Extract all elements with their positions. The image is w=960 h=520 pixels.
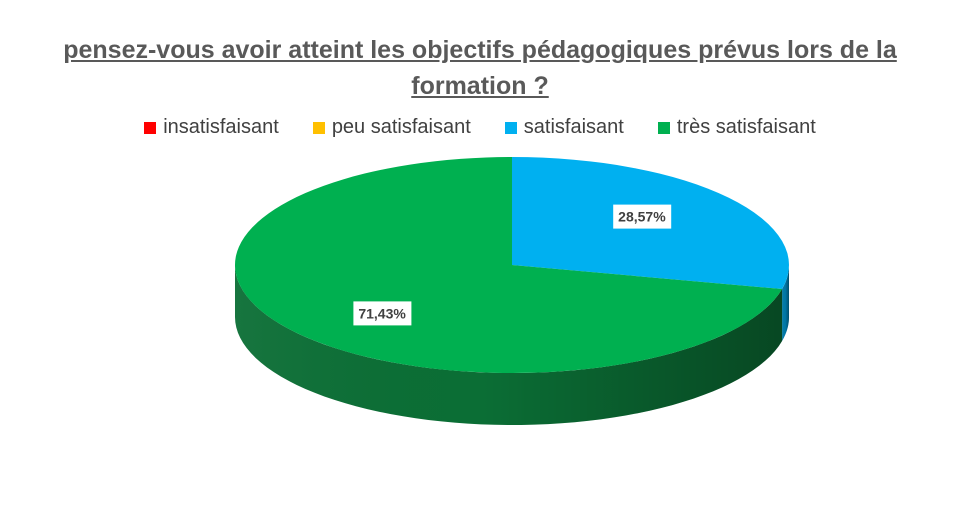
- data-label-text-satisfaisant: 28,57%: [618, 209, 666, 225]
- data-label-box-tres-satisfaisant: [353, 301, 412, 326]
- data-label-tres-satisfaisant: 71,43%: [353, 301, 412, 326]
- data-label-satisfaisant: 28,57%: [613, 204, 672, 229]
- legend-swatch-insatisfaisant: [144, 121, 157, 134]
- data-label-box-satisfaisant: [613, 204, 672, 229]
- legend-item-satisfaisant: satisfaisant: [504, 116, 624, 139]
- legend-label-tres-satisfaisant: très satisfaisant: [676, 116, 816, 138]
- legend-swatch-tres-satisfaisant: [657, 121, 670, 134]
- chart-title: pensez-vous avoir atteint les objectifs …: [0, 32, 960, 104]
- legend-item-insatisfaisant: insatisfaisant: [144, 116, 279, 139]
- pie-side-shade-satisfaisant: [782, 265, 789, 342]
- legend: insatisfaisant peu satisfaisant satisfai…: [0, 116, 960, 139]
- data-label-text-tres-satisfaisant: 71,43%: [358, 305, 406, 321]
- legend-item-tres-satisfaisant: très satisfaisant: [657, 116, 816, 139]
- pie-side-shade-tres-satisfaisant: [235, 265, 783, 425]
- legend-swatch-satisfaisant: [504, 121, 517, 134]
- legend-label-insatisfaisant: insatisfaisant: [163, 116, 279, 138]
- legend-item-peu-satisfaisant: peu satisfaisant: [312, 116, 471, 139]
- legend-label-satisfaisant: satisfaisant: [523, 116, 624, 138]
- chart-title-line-1: pensez-vous avoir atteint les objectifs …: [63, 36, 897, 64]
- legend-swatch-peu-satisfaisant: [312, 121, 325, 134]
- chart-title-line-2: formation ?: [411, 72, 549, 100]
- legend-label-peu-satisfaisant: peu satisfaisant: [331, 116, 471, 138]
